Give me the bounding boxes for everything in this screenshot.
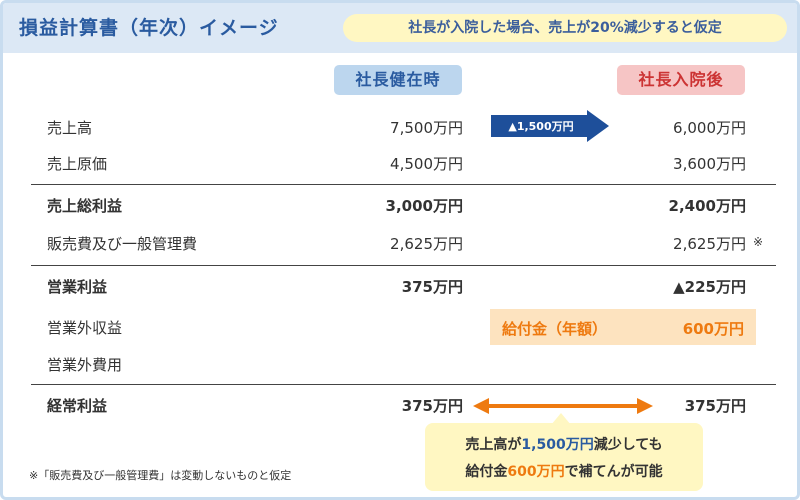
summary-callout: 売上高が1,500万円減少しても 給付金600万円で補てんが可能 (425, 423, 703, 491)
row-label: 営業外収益 (47, 319, 123, 337)
table-row-ordinary-profit: 経常利益 375万円 375万円 (3, 387, 797, 423)
row-label: 営業外費用 (47, 356, 123, 374)
value-after: 3,600万円 (673, 155, 746, 173)
value-after: 2,400万円 (668, 197, 746, 215)
divider (31, 384, 776, 385)
callout-text: 給付金 (465, 464, 508, 480)
value-before: 375万円 (401, 278, 463, 296)
assumption-badge: 社長が入院した場合、売上が20%減少すると仮定 (343, 14, 787, 42)
row-label: 売上総利益 (47, 197, 123, 215)
callout-text: 減少しても (593, 437, 663, 453)
table-row-non-operating-income: 営業外収益 (3, 309, 797, 345)
table-row-non-operating-expenses: 営業外費用 (3, 346, 797, 382)
table-row-gross-profit: 売上総利益 3,000万円 2,400万円 (3, 187, 797, 223)
callout-highlight-decrease: 1,500万円 (521, 437, 594, 453)
grant-value: 600万円 (682, 320, 744, 338)
callout-text: で補てんが可能 (564, 464, 663, 480)
page-title: 損益計算書（年次）イメージ (19, 17, 279, 39)
row-label: 経常利益 (47, 397, 108, 415)
grant-box: 給付金（年額） 600万円 (490, 309, 756, 345)
row-label: 売上原価 (47, 155, 108, 173)
callout-line-2: 給付金600万円で補てんが可能 (425, 461, 703, 481)
footnote: ※「販売費及び一般管理費」は変動しないものと仮定 (29, 469, 292, 482)
callout-line-1: 売上高が1,500万円減少しても (425, 434, 703, 454)
value-before: 3,000万円 (385, 197, 463, 215)
value-before: 375万円 (401, 397, 463, 415)
grant-label: 給付金（年額） (502, 320, 608, 338)
value-before: 2,625万円 (390, 235, 463, 253)
right-arrow-icon (491, 110, 609, 142)
decrease-amount: ▲1,500万円 (508, 120, 574, 133)
value-after: 375万円 (684, 397, 746, 415)
row-label: 営業利益 (47, 278, 108, 296)
decrease-arrow-badge: ▲1,500万円 (491, 110, 609, 142)
row-label: 売上高 (47, 119, 93, 137)
callout-text: 売上高が (465, 437, 522, 453)
callout-highlight-grant: 600万円 (507, 464, 565, 480)
note-mark: ※ (753, 235, 764, 249)
double-arrow-icon (473, 398, 653, 414)
table-row-sga: 販売費及び一般管理費 2,625万円 2,625万円 ※ (3, 225, 797, 261)
divider (31, 184, 776, 185)
column-header-before: 社長健在時 (334, 65, 462, 95)
value-before: 7,500万円 (390, 119, 463, 137)
value-before: 4,500万円 (390, 155, 463, 173)
callout-pointer-icon (551, 413, 571, 425)
divider (31, 265, 776, 266)
value-after: 2,625万円 (673, 235, 746, 253)
header-bar: 損益計算書（年次）イメージ 社長が入院した場合、売上が20%減少すると仮定 (3, 3, 797, 53)
value-after: 6,000万円 (673, 119, 746, 137)
table-row-operating-profit: 営業利益 375万円 ▲225万円 (3, 268, 797, 304)
table-row-cost-of-sales: 売上原価 4,500万円 3,600万円 (3, 145, 797, 181)
value-after: ▲225万円 (673, 278, 746, 296)
row-label: 販売費及び一般管理費 (47, 235, 198, 253)
table-row-sales: 売上高 7,500万円 6,000万円 (3, 109, 797, 145)
column-header-after: 社長入院後 (617, 65, 745, 95)
